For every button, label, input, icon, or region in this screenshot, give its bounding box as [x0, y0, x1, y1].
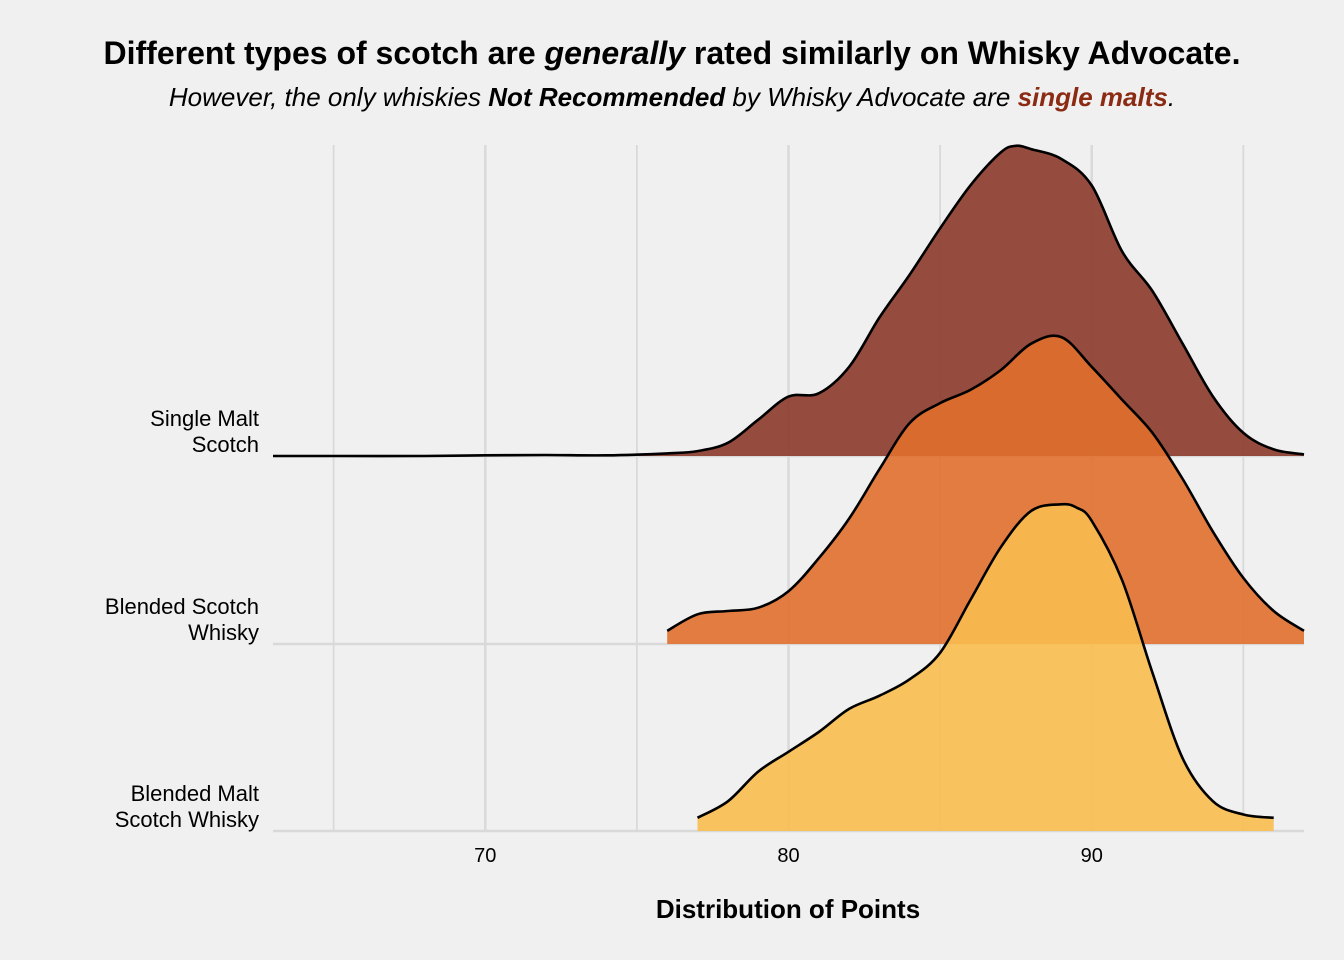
- x-tick-label: 90: [1081, 845, 1103, 867]
- density-ridge-fill: [697, 504, 1274, 831]
- density-ridges: [273, 144, 1305, 831]
- chart-title: Different types of scotch are generally …: [104, 35, 1241, 71]
- y-category-label: Blended Scotch Whisky: [105, 594, 259, 645]
- density-ridge-outline: [666, 334, 1305, 632]
- x-axis-ticks: 70 80 90: [474, 845, 1103, 867]
- x-axis-label: Distribution of Points: [656, 894, 920, 924]
- y-category-label: Blended Malt Scotch Whisky: [115, 781, 259, 832]
- density-ridge-fill: [667, 335, 1304, 644]
- chart-subtitle: However, the only whiskies Not Recommend…: [169, 82, 1175, 112]
- density-ridge-outline: [696, 502, 1274, 820]
- y-axis-labels: Single Malt Scotch Blended Scotch Whisky Ble…: [105, 406, 259, 832]
- y-category-label: Single Malt Scotch: [150, 406, 259, 457]
- x-tick-label: 80: [777, 845, 799, 867]
- density-ridge-outline: [273, 144, 1305, 458]
- x-tick-label: 70: [474, 845, 496, 867]
